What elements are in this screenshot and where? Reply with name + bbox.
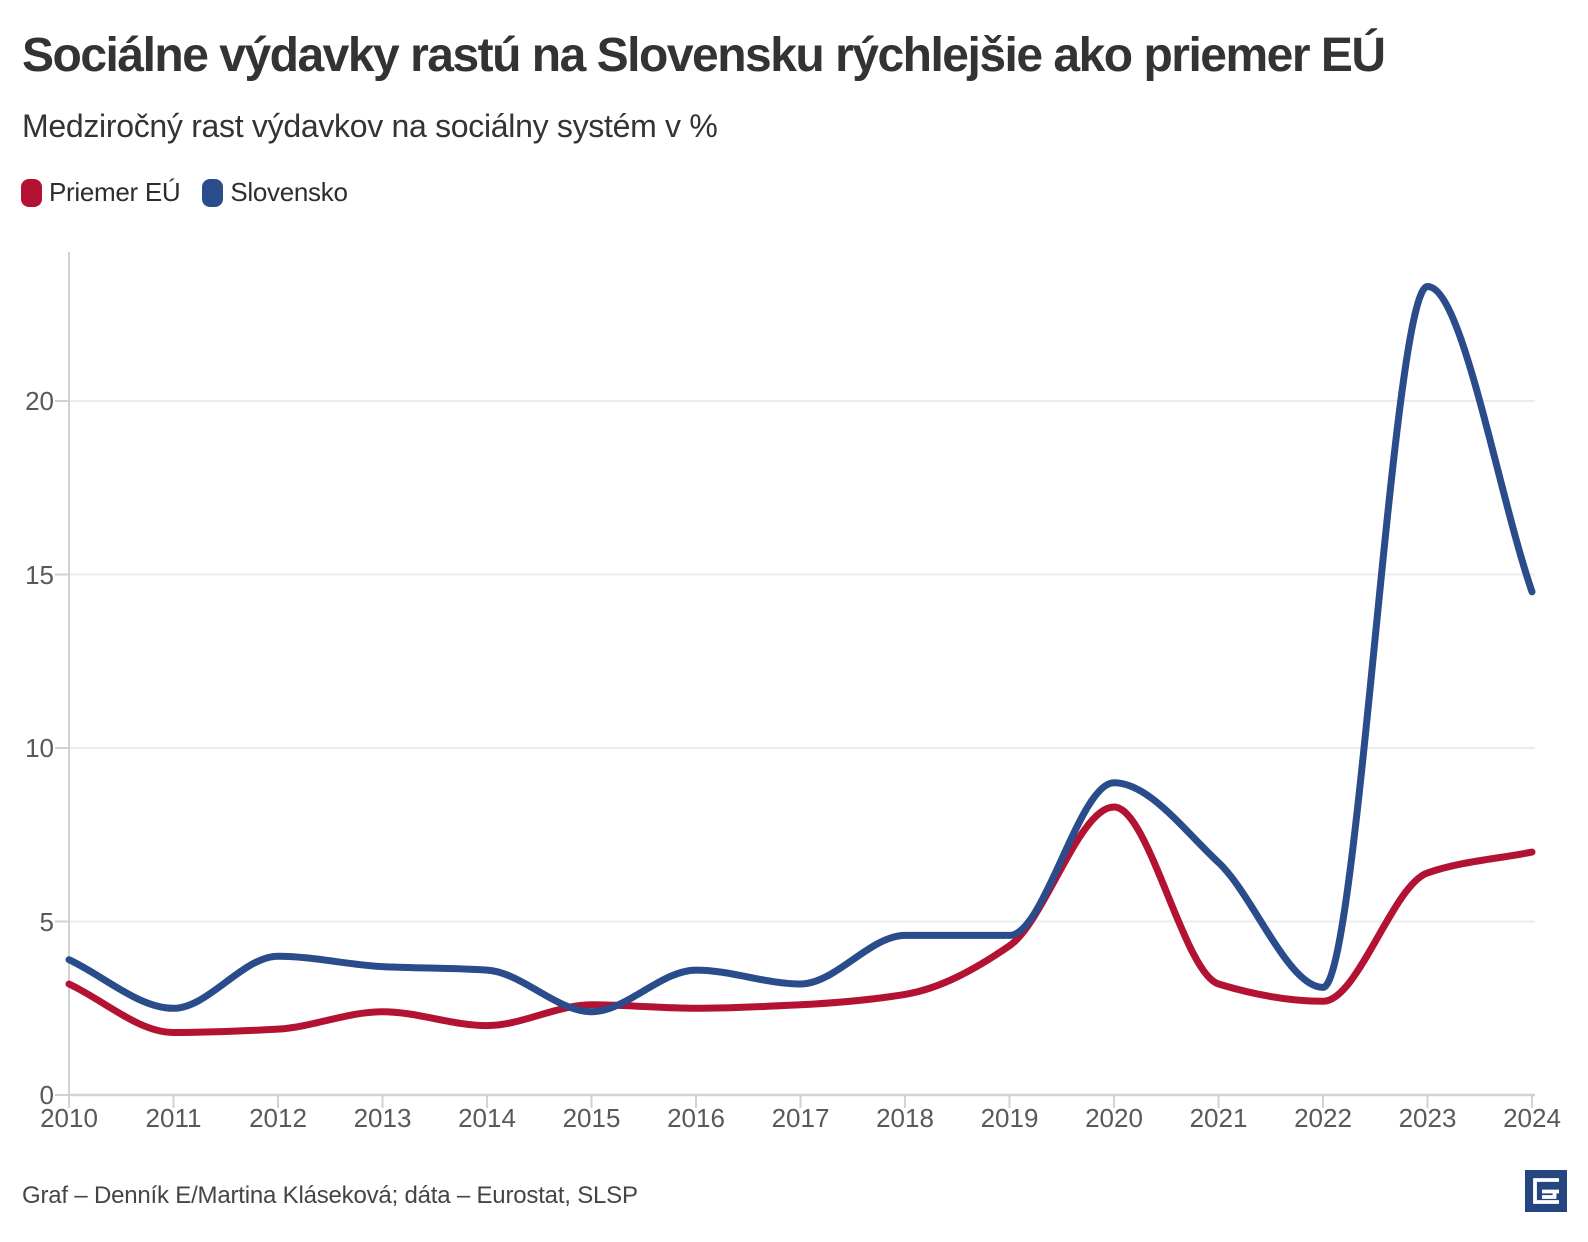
chart-title: Sociálne výdavky rastú na Slovensku rých… — [22, 29, 1386, 82]
credit-line: Graf – Denník E/Martina Kláseková; dáta … — [22, 1182, 638, 1209]
y-axis-label: 15 — [25, 559, 54, 590]
legend-swatch-priemer-eu — [21, 178, 42, 207]
legend-label: Priemer EÚ — [49, 177, 181, 207]
legend: Priemer EÚ Slovensko — [21, 177, 348, 208]
y-axis-label: 0 — [39, 1080, 54, 1110]
dennik-e-logo — [1525, 1170, 1567, 1212]
series-line-slovensko — [65, 283, 1536, 1016]
legend-item-priemer-eu: Priemer EÚ — [21, 177, 181, 208]
legend-item-slovensko: Slovensko — [202, 177, 348, 208]
legend-label: Slovensko — [230, 177, 348, 207]
y-axis-label: 5 — [39, 906, 54, 937]
y-axis-label: 20 — [25, 386, 54, 416]
legend-swatch-slovensko — [202, 178, 224, 207]
chart-subtitle: Medziročný rast výdavkov na sociálny sys… — [22, 108, 718, 144]
series-line-priemer-e — [65, 803, 1536, 1036]
y-axis-label: 10 — [25, 733, 54, 763]
